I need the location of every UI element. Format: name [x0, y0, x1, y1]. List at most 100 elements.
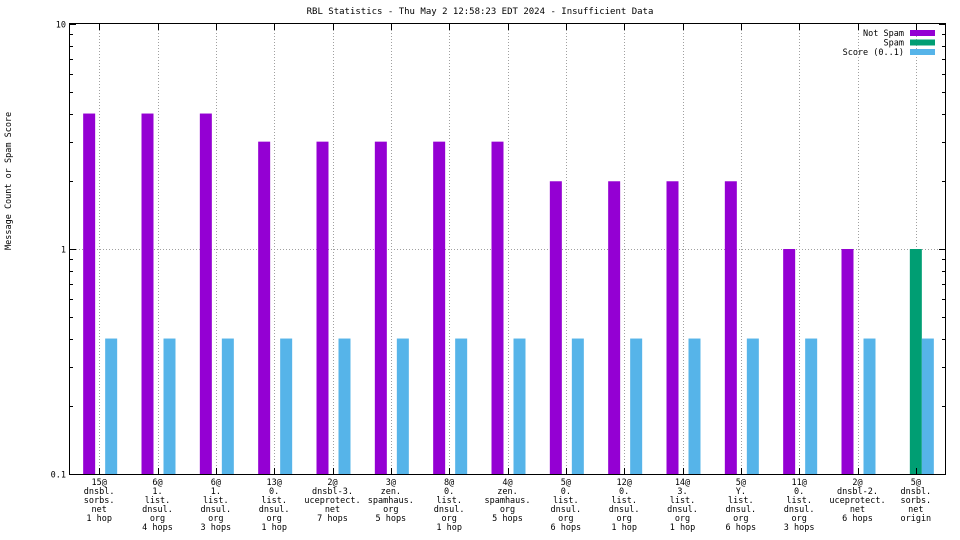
x-tick-label-line: 12@ [616, 478, 631, 488]
bar-score-0-1--12 [805, 338, 818, 474]
bar-not-spam-5 [374, 141, 387, 475]
bar-not-spam-10 [666, 181, 679, 474]
x-tick-label-line: org [208, 514, 223, 524]
x-tick-label-8: 5@ 0. list. dnsul. org 6 hops [550, 478, 581, 533]
x-tick-label-line: 2@ [852, 478, 862, 488]
x-tick-label-2: 6@ 1. list. dnsul. org 3 hops [200, 478, 231, 533]
x-tick-label-13: 2@ dnsbl-2. uceprotect. net 6 hops [829, 478, 885, 524]
bar-not-spam-4 [316, 141, 329, 475]
x-tick-label-line: spamhaus. [368, 496, 414, 506]
x-tick-label-line: dnsul. [667, 505, 698, 515]
x-tick-label-line: org [383, 505, 398, 515]
bar-not-spam-0 [83, 113, 96, 474]
x-tick-label-line: list. [261, 496, 287, 506]
bar-score-0-1--11 [746, 338, 759, 474]
x-tick-label-line: 1. [152, 487, 162, 497]
legend-label-2: Score (0..1) [843, 48, 904, 58]
x-tick-label-line: 1 hop [611, 523, 637, 533]
bar-not-spam-13 [841, 249, 854, 474]
x-tick-label-line: net [325, 505, 340, 515]
x-tick-label-line: 0. [561, 487, 571, 497]
chart-title: RBL Statistics - Thu May 2 12:58:23 EDT … [306, 7, 654, 17]
bar-score-0-1--5 [396, 338, 409, 474]
legend-label-0: Not Spam [863, 29, 904, 39]
x-tick-label-1: 6@ 1. list. dnsul. org 4 hops [142, 478, 173, 533]
bar-score-0-1--13 [863, 338, 876, 474]
x-tick-label-line: org [150, 514, 165, 524]
x-tick-label-line: org [441, 514, 456, 524]
x-tick-label-line: dnsul. [434, 505, 465, 515]
x-tick-label-line: org [733, 514, 748, 524]
x-tick-label-3: 13@ 0. list. dnsul. org 1 hop [259, 478, 290, 533]
x-tick-label-line: org [675, 514, 690, 524]
x-tick-label-line: dnsul. [609, 505, 640, 515]
x-tick-label-line: net [91, 505, 106, 515]
x-tick-label-line: net [908, 505, 923, 515]
x-tick-label-line: sorbs. [900, 496, 931, 506]
x-tick-label-line: 5@ [561, 478, 571, 488]
bar-score-0-1--10 [688, 338, 701, 474]
x-tick-label-line: 3 hops [200, 523, 231, 533]
bar-not-spam-1 [141, 113, 154, 474]
x-tick-label-line: 13@ [266, 478, 281, 488]
plot-frame [69, 23, 946, 475]
x-tick-label-line: 3@ [386, 478, 396, 488]
x-tick-label-6: 8@ 0. list. dnsul. org 1 hop [434, 478, 465, 533]
x-tick-label-line: 6 hops [725, 523, 756, 533]
x-tick-label-line: sorbs. [84, 496, 115, 506]
x-tick-label-line: list. [203, 496, 229, 506]
x-tick-label-line: 0. [269, 487, 279, 497]
bar-not-spam-3 [258, 141, 271, 475]
x-tick-label-line: org [616, 514, 631, 524]
x-tick-label-line: dnsul. [550, 505, 581, 515]
x-tick-label-line: 4 hops [142, 523, 173, 533]
x-tick-label-line: net [850, 505, 865, 515]
x-tick-label-line: spamhaus. [484, 496, 530, 506]
grid-layer [70, 24, 945, 474]
x-tick-label-line: list. [670, 496, 696, 506]
x-tick-label-line: 6@ [152, 478, 162, 488]
bar-score-0-1--8 [571, 338, 584, 474]
legend-label-1: Spam [884, 39, 904, 49]
bar-not-spam-9 [608, 181, 621, 474]
bar-score-0-1--4 [338, 338, 351, 474]
x-tick-label-4: 2@ dnsbl-3. uceprotect. net 7 hops [304, 478, 360, 524]
x-tick-label-line: 5 hops [492, 514, 523, 524]
x-tick-label-line: 4@ [502, 478, 512, 488]
x-tick-label-line: org [558, 514, 573, 524]
x-tick-label-line: 5@ [911, 478, 921, 488]
x-tick-label-line: 7 hops [317, 514, 348, 524]
x-tick-label-7: 4@ zen. spamhaus. org 5 hops [484, 478, 530, 524]
x-tick-label-12: 11@ 0. list. dnsul. org 3 hops [784, 478, 815, 533]
bar-score-0-1--7 [513, 338, 526, 474]
bar-score-0-1--6 [455, 338, 468, 474]
x-tick-label-line: list. [436, 496, 462, 506]
x-tick-label-line: 0. [794, 487, 804, 497]
x-tick-label-line: org [500, 505, 515, 515]
bar-not-spam-7 [491, 141, 504, 475]
x-tick-label-line: 8@ [444, 478, 454, 488]
x-tick-label-line: 1 hop [436, 523, 462, 533]
x-tick-label-14: 5@ dnsbl. sorbs. net origin [900, 478, 931, 524]
x-tick-label-10: 14@ 3. list. dnsul. org 1 hop [667, 478, 698, 533]
x-tick-label-line: 5@ [736, 478, 746, 488]
bar-score-0-1--9 [630, 338, 643, 474]
x-tick-label-line: list. [728, 496, 754, 506]
ticks-layer: 0.1 1 10 [51, 21, 945, 481]
bar-not-spam-8 [549, 181, 562, 474]
bar-score-0-1--2 [221, 338, 234, 474]
x-tick-label-line: 6@ [211, 478, 221, 488]
bar-score-0-1--14 [921, 338, 934, 474]
legend-swatch-0 [910, 30, 935, 36]
y-tick-label-2: 10 [56, 21, 66, 31]
x-tick-label-line: org [791, 514, 806, 524]
x-tick-label-line: zen. [497, 487, 517, 497]
x-tick-label-line: 5 hops [375, 514, 406, 524]
x-tick-label-line: 3 hops [784, 523, 815, 533]
bar-score-0-1--1 [163, 338, 176, 474]
x-tick-label-line: origin [900, 514, 931, 524]
bar-spam-14 [909, 249, 922, 474]
bar-not-spam-6 [433, 141, 446, 475]
